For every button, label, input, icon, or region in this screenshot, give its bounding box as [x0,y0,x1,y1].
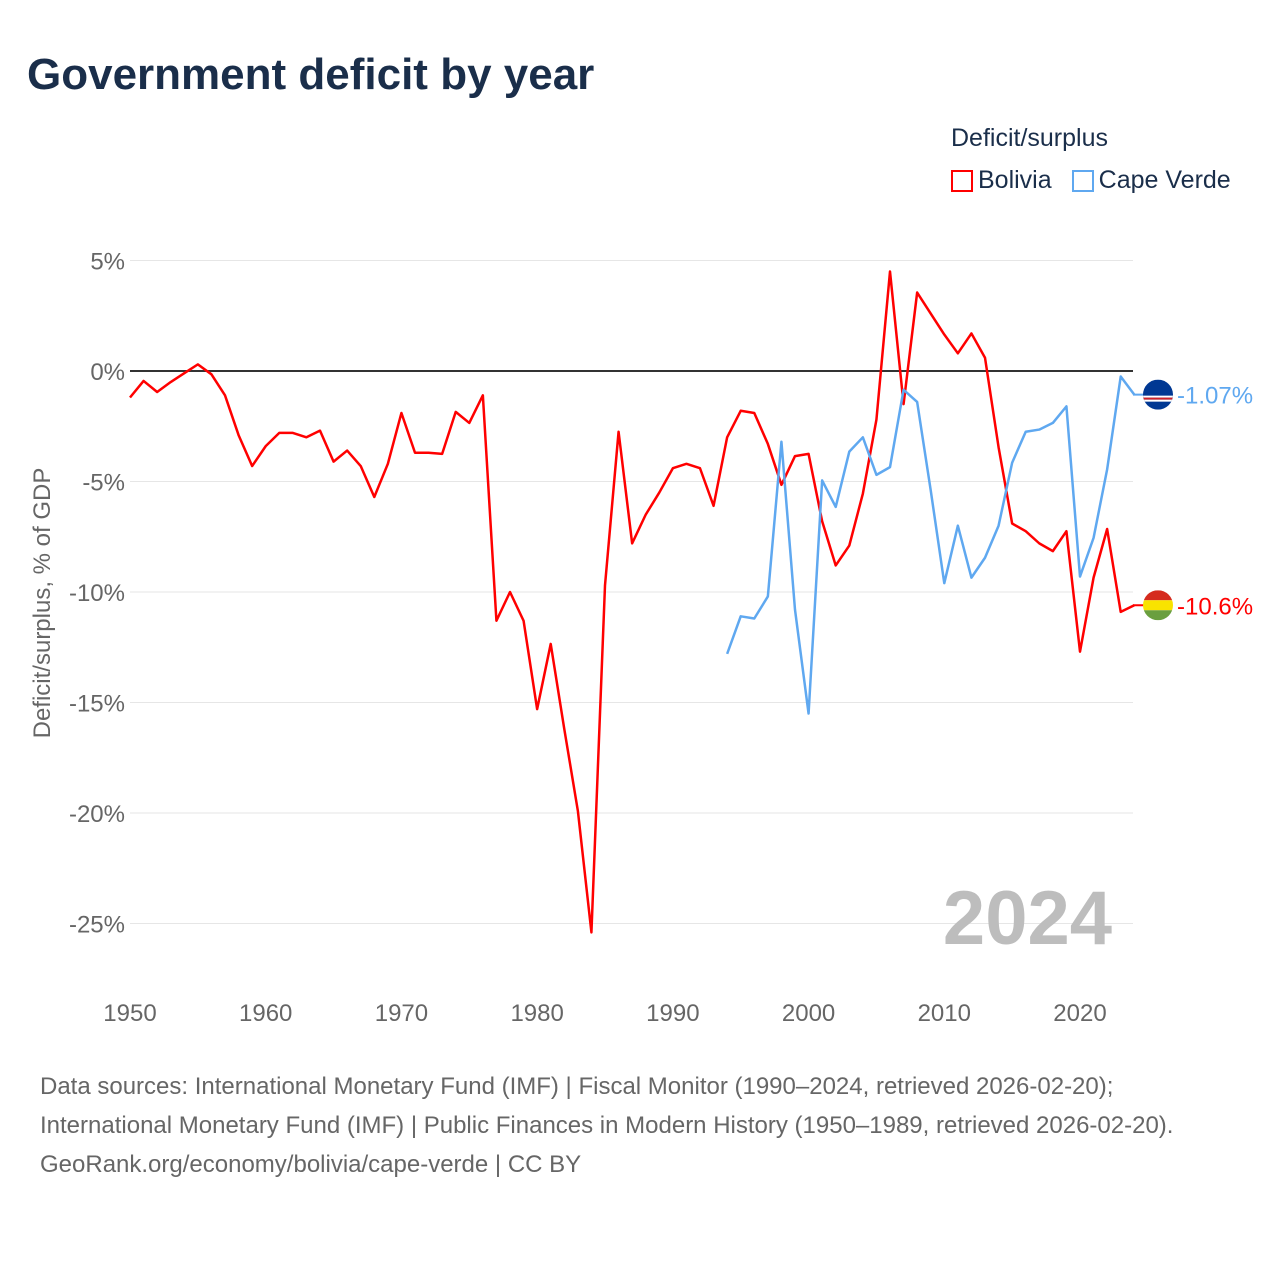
y-tick-label: -20% [69,801,125,828]
cape-verde-flag-icon [1143,379,1173,410]
y-tick-label: 5% [90,249,125,276]
x-tick-label: 2010 [918,1000,971,1027]
legend-item-bolivia[interactable]: Bolivia [951,166,1052,195]
x-tick-label: 1970 [375,1000,428,1027]
cape-verde-swatch [1071,169,1094,192]
line-chart: 5% 0% -5% -10% -15% -20% -25% 1950 1960 1970 1980 1… [29,249,1253,1028]
year-watermark: 2024 [943,876,1112,961]
x-tick-label: 1960 [239,1000,292,1027]
end-value-label: -1.07% [1177,383,1253,410]
legend-item-cape-verde[interactable]: Cape Verde [1071,166,1231,195]
y-axis-label: Deficit/surplus, % of GDP [29,468,56,739]
legend-title: Deficit/surplus [951,124,1108,152]
series-line-cape-verde [725,375,1136,715]
bolivia-flag-icon [1143,590,1173,621]
y-tick-label: -10% [69,580,125,607]
footer: Data sources: International Monetary Fun… [40,1067,1240,1184]
legend: Bolivia Cape Verde [951,166,1231,195]
y-tick-label: 0% [90,359,125,386]
x-tick-label: 2020 [1053,1000,1106,1027]
end-value-label: -10.6% [1177,593,1253,620]
x-tick-label: 1950 [103,1000,156,1027]
series-line-bolivia [129,270,1135,934]
chart-title: Government deficit by year [27,50,595,99]
x-tick-label: 1990 [646,1000,699,1027]
y-tick-label: -5% [82,470,125,497]
y-tick-label: -25% [69,912,125,939]
bolivia-swatch [951,169,973,192]
data-sources: Data sources: International Monetary Fun… [40,1073,1174,1139]
legend-label: Bolivia [978,166,1052,194]
x-tick-label: 2000 [782,1000,835,1027]
y-tick-label: -15% [69,691,125,718]
legend-label: Cape Verde [1098,166,1231,194]
source-link[interactable]: GeoRank.org/economy/bolivia/cape-verde |… [40,1151,582,1178]
x-tick-label: 1980 [510,1000,563,1027]
